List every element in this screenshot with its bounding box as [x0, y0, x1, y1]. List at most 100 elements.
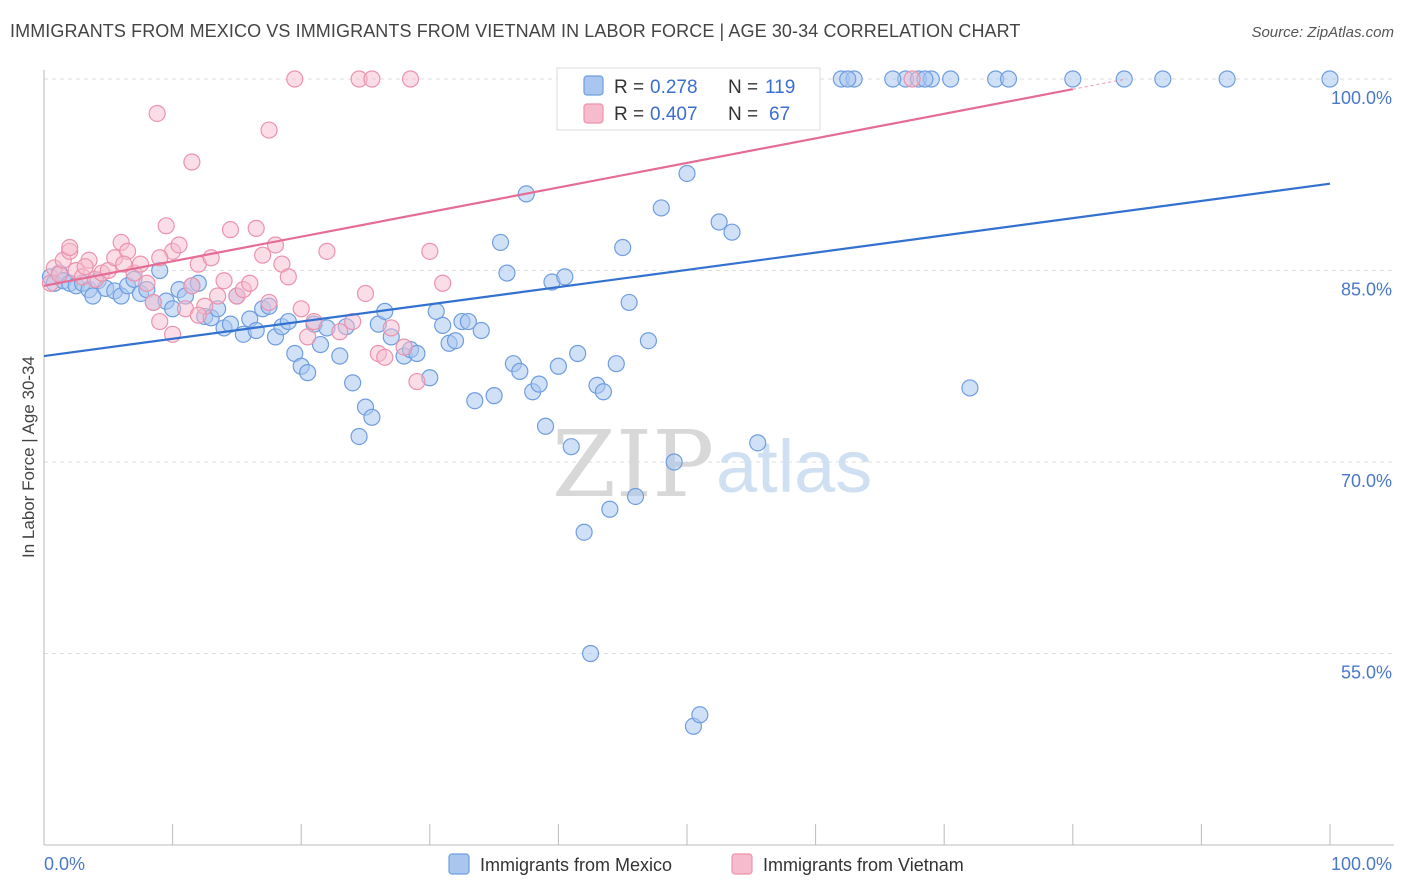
point-vietnam: [183, 277, 201, 295]
point-mexico: [536, 417, 555, 435]
point-mexico: [491, 233, 510, 252]
y-tick-label: 85.0%: [1341, 280, 1392, 300]
legend-swatch-vietnam: [731, 853, 753, 875]
point-vietnam: [221, 221, 240, 239]
point-mexico: [1115, 70, 1133, 88]
point-mexico: [710, 213, 728, 231]
point-vietnam: [50, 265, 69, 283]
y-tick-label: 100.0%: [1331, 88, 1392, 108]
point-mexico: [575, 523, 593, 541]
x-tick-label-max: 100.0%: [1331, 854, 1392, 874]
point-mexico: [601, 500, 619, 518]
point-vietnam: [279, 268, 297, 286]
point-mexico: [1154, 70, 1172, 88]
point-mexico: [84, 287, 102, 305]
watermark-atlas: atlas: [716, 425, 872, 508]
y-tick-label: 70.0%: [1341, 471, 1392, 491]
point-mexico: [620, 293, 638, 312]
point-vietnam: [151, 249, 169, 267]
point-mexico: [344, 374, 362, 392]
point-mexico: [511, 362, 529, 380]
point-vietnam: [151, 312, 169, 331]
point-mexico: [581, 644, 600, 663]
chart-title: IMMIGRANTS FROM MEXICO VS IMMIGRANTS FRO…: [10, 21, 1021, 41]
x-ticks: [43, 824, 1331, 845]
point-vietnam: [260, 121, 278, 139]
point-vietnam: [215, 272, 233, 290]
point-vietnam: [356, 284, 375, 303]
point-mexico: [311, 335, 330, 354]
point-mexico: [485, 387, 503, 405]
point-vietnam: [115, 255, 133, 273]
point-mexico: [1321, 70, 1339, 88]
point-mexico: [652, 199, 670, 217]
point-vietnam: [157, 217, 175, 235]
legend: Immigrants from Mexico Immigrants from V…: [448, 853, 964, 875]
point-mexico: [942, 70, 960, 88]
trend-lines: [43, 78, 1331, 358]
point-mexico: [723, 223, 741, 241]
point-mexico: [472, 321, 490, 340]
stats-box: R = 0.278 N = 119 R = 0.407 N = 67: [556, 67, 821, 131]
x-tick-label-min: 0.0%: [44, 854, 85, 874]
point-vietnam: [76, 258, 94, 276]
stats-n-value-mexico: 119: [765, 77, 795, 98]
point-mexico: [639, 332, 658, 350]
point-vietnam: [189, 306, 207, 324]
point-vietnam: [266, 236, 285, 254]
point-mexico: [665, 453, 683, 471]
point-mexico: [614, 238, 632, 257]
point-vietnam: [131, 255, 150, 273]
point-vietnam: [183, 153, 201, 171]
point-vietnam: [241, 274, 259, 292]
point-vietnam: [148, 104, 166, 123]
point-mexico: [247, 321, 265, 340]
point-mexico: [678, 164, 696, 183]
trend-line-vietnam-extension: [1072, 78, 1125, 90]
stats-r-value-vietnam: 0.407: [650, 104, 698, 125]
point-vietnam: [209, 287, 227, 305]
point-mexico: [530, 375, 548, 393]
point-vietnam: [170, 236, 188, 254]
point-mexico: [626, 487, 645, 506]
point-vietnam: [408, 372, 426, 391]
point-mexico: [434, 316, 452, 334]
point-mexico: [1218, 70, 1236, 88]
point-vietnam: [299, 328, 317, 346]
trend-line-mexico: [43, 182, 1331, 358]
point-vietnam: [434, 274, 452, 292]
point-vietnam: [395, 338, 413, 356]
point-mexico: [1064, 70, 1082, 88]
point-mexico: [749, 434, 767, 452]
stats-r-label-vietnam: R =: [614, 104, 644, 125]
stats-swatch-mexico: [583, 75, 604, 96]
point-vietnam: [382, 319, 400, 337]
legend-swatch-mexico: [448, 853, 470, 875]
point-mexico: [961, 379, 979, 397]
trend-line-vietnam: [43, 88, 1074, 287]
legend-label-vietnam: Immigrants from Vietnam: [763, 855, 964, 875]
point-vietnam: [363, 70, 381, 88]
point-vietnam: [421, 242, 439, 260]
stats-n-value-vietnam: 67: [769, 104, 790, 125]
point-mexico: [459, 312, 477, 331]
point-mexico: [466, 392, 484, 410]
point-vietnam: [254, 246, 272, 264]
y-tick-labels: 100.0% 85.0% 70.0% 55.0%: [1331, 88, 1392, 683]
point-mexico: [594, 383, 613, 401]
point-mexico: [839, 70, 857, 88]
stats-n-label-mexico: N =: [728, 77, 758, 98]
point-vietnam: [318, 242, 336, 260]
y-tick-label: 55.0%: [1341, 663, 1392, 683]
point-vietnam: [331, 323, 349, 341]
point-vietnam: [292, 300, 310, 318]
grid: [44, 78, 1394, 654]
point-mexico: [363, 408, 381, 426]
point-mexico: [350, 427, 368, 446]
point-mexico: [549, 357, 568, 375]
stats-r-value-mexico: 0.278: [650, 77, 698, 98]
point-mexico: [556, 268, 574, 286]
source-label: Source: ZipAtlas.com: [1251, 24, 1394, 41]
point-mexico: [607, 355, 625, 373]
